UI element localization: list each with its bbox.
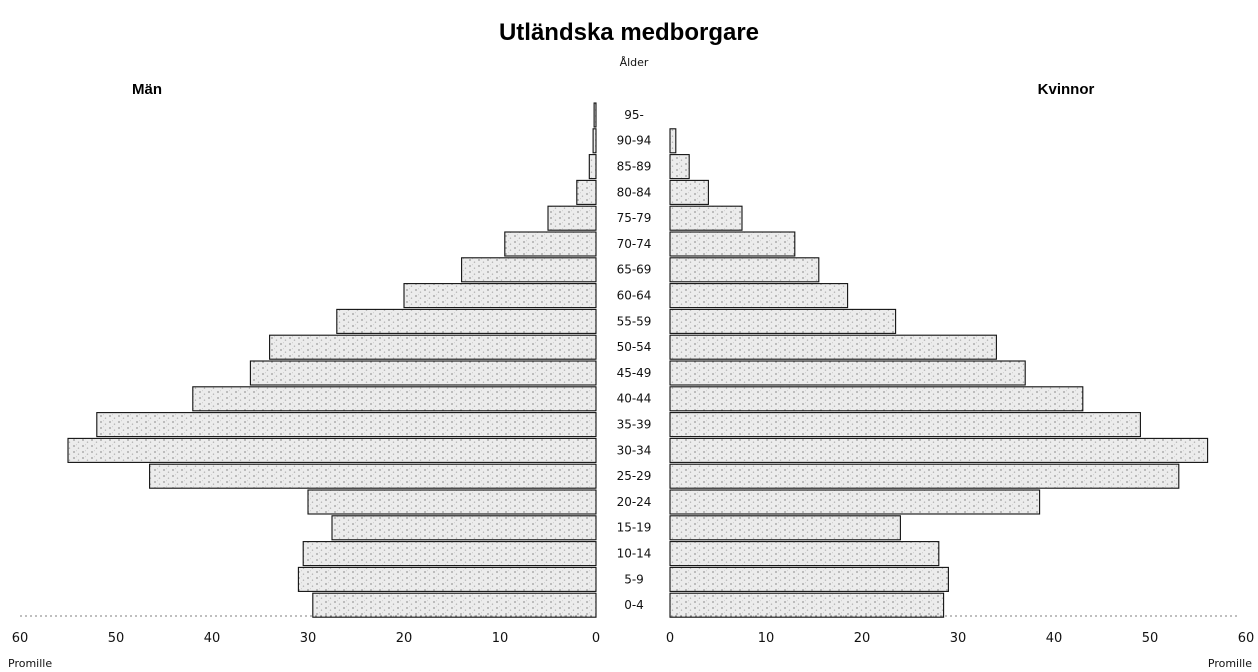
age-group-label-40-44: 40-44 <box>617 392 652 406</box>
bar-women-35-39 <box>669 412 1141 438</box>
bar-men-40-44 <box>192 386 597 412</box>
left-x-axis-ticks: 0 10 20 30 40 50 60 <box>12 631 600 646</box>
bar-women-25-29 <box>669 463 1180 489</box>
left-tick-label-0: 0 <box>592 631 600 646</box>
bar-women-50-54 <box>669 334 997 360</box>
right-tick-label-20: 20 <box>854 631 871 646</box>
right-tick-label-60: 60 <box>1238 631 1255 646</box>
bar-women-10-14 <box>669 541 940 567</box>
bar-men-65-69 <box>461 257 597 283</box>
age-group-label-45-49: 45-49 <box>617 366 652 380</box>
age-group-label-85-89: 85-89 <box>617 160 652 174</box>
age-group-label-55-59: 55-59 <box>617 314 652 328</box>
bar-men-85-89 <box>588 154 597 180</box>
bar-men-10-14 <box>302 541 597 567</box>
age-group-label-75-79: 75-79 <box>617 211 652 225</box>
bar-women-40-44 <box>669 386 1084 412</box>
bar-men-45-49 <box>249 360 597 386</box>
bar-men-5-9 <box>297 566 597 592</box>
age-group-label-25-29: 25-29 <box>617 469 652 483</box>
bar-women-15-19 <box>669 515 901 541</box>
age-group-label-35-39: 35-39 <box>617 418 652 432</box>
bar-men-20-24 <box>307 489 597 515</box>
age-axis-label: Ålder <box>620 56 649 69</box>
bar-men-35-39 <box>96 412 597 438</box>
right-tick-label-10: 10 <box>758 631 775 646</box>
right-x-axis-ticks: 0 10 20 30 40 50 60 <box>666 631 1254 646</box>
left-tick-label-40: 40 <box>204 631 221 646</box>
age-group-label-70-74: 70-74 <box>617 237 652 251</box>
bar-women-30-34 <box>669 437 1209 463</box>
bar-women-65-69 <box>669 257 820 283</box>
bar-women-70-74 <box>669 231 796 257</box>
bar-men-60-64 <box>403 283 597 309</box>
left-tick-label-20: 20 <box>396 631 413 646</box>
bar-women-0-4 <box>669 592 945 618</box>
age-group-label-20-24: 20-24 <box>617 495 652 509</box>
bar-women-20-24 <box>669 489 1041 515</box>
left-tick-label-50: 50 <box>108 631 125 646</box>
age-group-label-65-69: 65-69 <box>617 263 652 277</box>
bar-men-70-74 <box>504 231 597 257</box>
right-tick-label-40: 40 <box>1046 631 1063 646</box>
men-bar-group <box>67 102 597 618</box>
bar-women-45-49 <box>669 360 1026 386</box>
left-tick-label-30: 30 <box>300 631 317 646</box>
right-tick-label-30: 30 <box>950 631 967 646</box>
bar-men-55-59 <box>336 308 597 334</box>
left-tick-label-10: 10 <box>492 631 509 646</box>
bar-men-90-94 <box>592 128 597 154</box>
legend-label-women: Kvinnor <box>1038 81 1095 98</box>
age-group-label-0-4: 0-4 <box>624 598 644 612</box>
age-group-label-95: 95- <box>624 108 644 122</box>
bar-women-85-89 <box>669 154 690 180</box>
bar-men-0-4 <box>312 592 597 618</box>
bar-men-30-34 <box>67 437 597 463</box>
right-axis-unit-label: Promille <box>1208 657 1252 670</box>
legend-label-men: Män <box>132 81 162 98</box>
age-group-label-90-94: 90-94 <box>617 134 652 148</box>
left-axis-unit-label: Promille <box>8 657 52 670</box>
age-group-label-10-14: 10-14 <box>617 547 652 561</box>
bar-men-95 <box>593 102 597 128</box>
bar-men-80-84 <box>576 179 597 205</box>
bar-women-55-59 <box>669 308 897 334</box>
age-category-labels: 95- 90-94 85-89 80-84 75-79 70-74 65-69 60-64 55… <box>617 108 652 612</box>
bar-women-80-84 <box>669 179 709 205</box>
bar-men-15-19 <box>331 515 597 541</box>
age-group-label-60-64: 60-64 <box>617 289 652 303</box>
bar-women-60-64 <box>669 283 849 309</box>
age-group-label-5-9: 5-9 <box>624 572 644 586</box>
right-tick-label-0: 0 <box>666 631 674 646</box>
bar-women-90-94 <box>669 128 677 154</box>
age-group-label-80-84: 80-84 <box>617 185 652 199</box>
left-tick-label-60: 60 <box>12 631 29 646</box>
bar-men-75-79 <box>547 205 597 231</box>
right-tick-label-50: 50 <box>1142 631 1159 646</box>
age-group-label-15-19: 15-19 <box>617 521 652 535</box>
bar-men-25-29 <box>149 463 597 489</box>
bar-men-50-54 <box>269 334 597 360</box>
age-group-label-30-34: 30-34 <box>617 443 652 457</box>
chart-title: Utländska medborgare <box>499 19 759 46</box>
bar-women-5-9 <box>669 566 949 592</box>
bar-women-75-79 <box>669 205 743 231</box>
women-bar-group <box>669 128 1209 618</box>
age-group-label-50-54: 50-54 <box>617 340 652 354</box>
